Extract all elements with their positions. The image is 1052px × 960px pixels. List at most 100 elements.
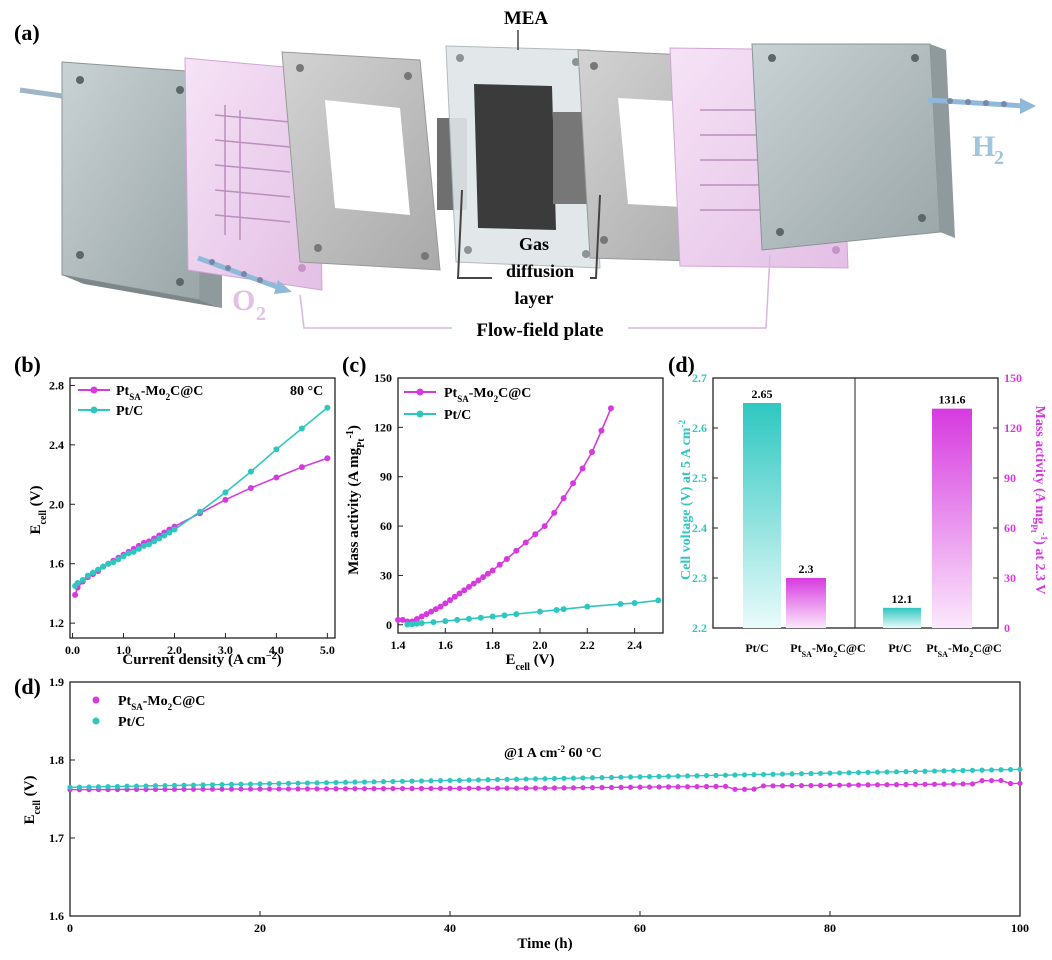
chart-c-ptsa-point <box>470 580 477 587</box>
chart-c-ptsa-point <box>428 608 435 615</box>
chart-s-ptsa-point <box>437 785 444 792</box>
chart-s-ptsa-point <box>333 786 339 792</box>
chart-s-ptc-point <box>998 767 1004 773</box>
chart-b-ytick-label: 2.0 <box>49 497 64 511</box>
chart-s-ptc-point <box>105 784 111 790</box>
chart-c-ptsa-point <box>413 616 420 623</box>
mea-label: MEA <box>504 8 549 29</box>
chart-s-ptc-point <box>437 778 444 784</box>
chart-c-ptsa-point <box>560 495 567 502</box>
chart-s-ptc-point <box>276 780 282 787</box>
chart-c-ptsa-point <box>551 509 558 516</box>
inlet-pipe-left <box>19 87 63 99</box>
chart-s-ptsa-point <box>342 786 349 792</box>
chart-s-ptsa-point <box>855 782 862 788</box>
chart-s-ptc-point <box>428 778 434 784</box>
chart-c-xlabel: Ecell (V) <box>505 652 554 673</box>
chart-c-ylabel: Mass activity (A mgPt-1) <box>345 425 367 575</box>
legend-c-ptc: Pt/C <box>444 408 471 423</box>
chart-b-ptc-point <box>130 548 137 555</box>
chart-d-right-label-main: Mass activity (A mg <box>1032 406 1047 525</box>
chart-s-ptc-point <box>675 773 681 779</box>
chart-s-ptc-point <box>409 778 415 784</box>
chart-d-bars-ticks: 2.2 2.3 2.4 2.5 2.6 2.7 0 30 60 90 120 150 <box>692 371 1022 635</box>
chart-d-right-tick-label: 120 <box>1004 421 1022 435</box>
chart-c-ytick-label: 60 <box>380 519 392 533</box>
chart-c-xtick-label: 2.4 <box>627 638 642 652</box>
chart-b-ptc-point <box>145 541 152 548</box>
chart-s-ptsa-point <box>770 783 776 789</box>
o2-label: O 2 <box>232 284 266 325</box>
chart-s-ptsa-point <box>466 785 472 791</box>
chart-s-ptc-point <box>760 771 767 778</box>
bar-voltage-ptsa <box>786 578 826 628</box>
chart-s-ptsa-point <box>532 785 539 791</box>
chart-s-ptc-point <box>931 768 938 774</box>
chart-b-ptc-point <box>140 542 147 549</box>
chart-s-ptc-point <box>152 783 159 789</box>
chart-s-ptc-point <box>637 774 643 780</box>
chart-b-ptc-point <box>84 572 91 579</box>
chart-s-ytick-label: 1.9 <box>49 675 64 689</box>
chart-s-ptc-point <box>542 776 548 782</box>
chart-b-xtick-label: 0.0 <box>65 643 80 657</box>
chart-b-ptc-point <box>273 446 280 453</box>
h2-label-main: H <box>972 130 995 163</box>
chart-b-frame <box>69 377 336 639</box>
chart-s-ptc-point <box>741 772 748 778</box>
chart-c-ptsa-point <box>496 561 503 568</box>
chart-b-ptc-point <box>156 535 163 542</box>
chart-b-ptsa-point <box>298 464 305 471</box>
chart-s-ptc-point <box>618 774 624 780</box>
chart-s-ptsa-point <box>827 782 833 788</box>
schematic-panel: (a) <box>14 8 1036 341</box>
chart-b-ptc-point <box>196 508 203 515</box>
o2-label-main: O <box>232 284 255 317</box>
chart-b-ylabel-sub: cell <box>38 510 49 525</box>
chart-s-ptc-point <box>551 775 558 782</box>
chart-s-ptc-point <box>865 769 871 775</box>
chart-s-ptc-point <box>314 780 320 786</box>
chart-b-ticks: 0.0 1.0 2.0 3.0 4.0 5.0 1.2 1.6 2.0 2.4 2.8 <box>49 378 335 657</box>
chart-b-ptc-point <box>95 566 102 573</box>
d-cat-ptsa-left-2: SA <box>802 650 812 659</box>
chart-s-ptc-point <box>608 774 615 781</box>
chart-c-ytick-label: 90 <box>380 470 392 484</box>
chart-s-xtick-label: 0 <box>67 921 73 935</box>
chart-c-series <box>395 405 662 628</box>
chart-d-stability-xlabel: Time (h) <box>517 936 572 952</box>
chart-d-bars: (d) 2.2 2.3 2.4 2.5 2.6 2.7 0 30 60 90 120 150 2.65… <box>668 352 1049 659</box>
chart-s-ptsa-point <box>304 786 311 792</box>
chart-s-ptc-point <box>228 781 235 787</box>
d-cat-ptsa-right-3: -Mo <box>948 641 969 655</box>
flow-field-plate-label: Flow-field plate <box>476 320 603 341</box>
chart-b-ptc-point <box>79 577 86 584</box>
chart-d-right-tick-label: 60 <box>1004 521 1016 535</box>
chart-d-right-label-tail: ) at 2.3 V <box>1032 540 1047 594</box>
chart-b-ptc-point <box>89 569 96 576</box>
chart-s-ptc-point <box>190 782 197 788</box>
legend-s-ptsa-2: SA <box>131 702 143 712</box>
annotation-main: @1 A cm <box>504 746 558 761</box>
chart-s-ptc-point <box>713 772 719 778</box>
legend-s-ptsa-1: Pt <box>118 694 132 709</box>
chart-s-ptc-point <box>323 780 330 786</box>
chart-s-ptc-point <box>561 775 567 781</box>
chart-s-ptc-point <box>523 776 529 782</box>
chart-s-ptc-point <box>893 769 900 775</box>
chart-s-ptsa-point <box>200 786 206 792</box>
chart-b-ptc-point <box>151 538 158 545</box>
chart-d-left-label-main: Cell voltage (V) at 5 A cm <box>679 427 694 580</box>
chart-d-stability-ylabel-sub: cell <box>32 800 43 815</box>
bar-value-label: 131.6 <box>939 393 966 407</box>
chart-s-ptc-point <box>342 779 349 785</box>
chart-s-ptc-point <box>941 768 947 774</box>
chart-s-ptc-point <box>770 771 776 777</box>
chart-c-xlabel-tail: (V) <box>530 652 555 668</box>
chart-b-ptc-point <box>115 556 122 563</box>
chart-s-ptsa-point <box>684 784 691 790</box>
chart-s-ptsa-point <box>893 782 900 788</box>
bar-value-label: 2.3 <box>799 562 814 576</box>
chart-b-ytick-label: 2.8 <box>49 378 64 392</box>
